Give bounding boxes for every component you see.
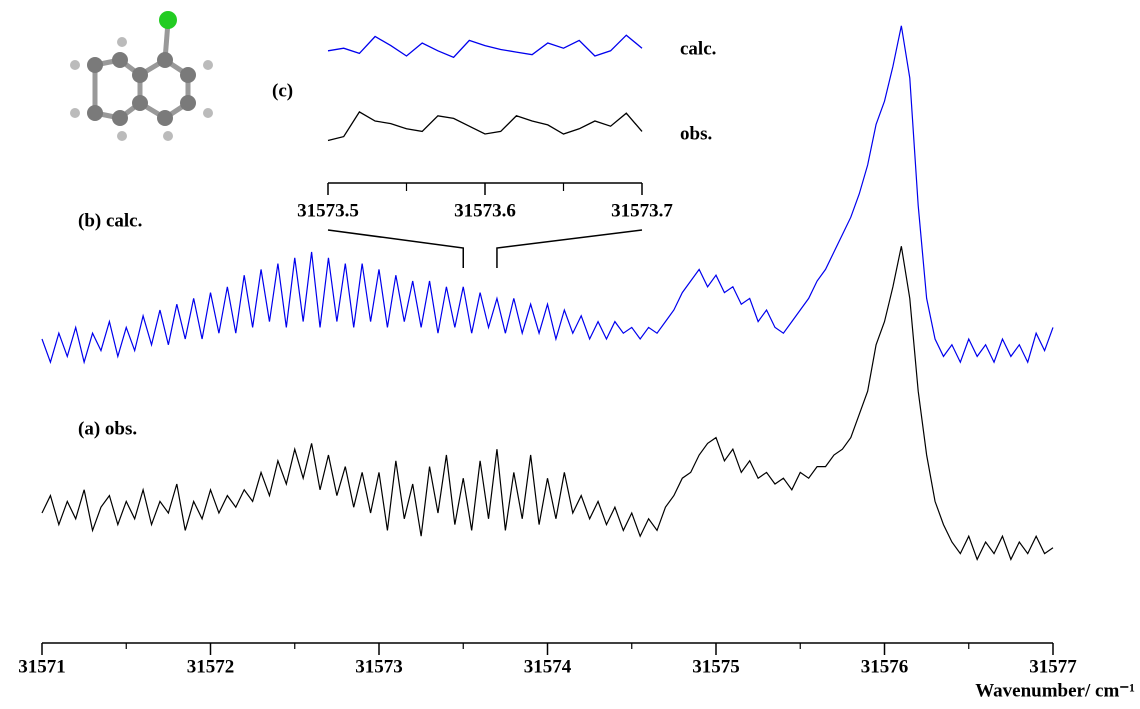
- series-label: obs.: [680, 123, 712, 144]
- x-tick-label: 31575: [692, 656, 740, 677]
- x-tick-label: 31573.7: [611, 200, 673, 221]
- series-label: (a) obs.: [78, 418, 137, 439]
- zoom-connector: [497, 230, 642, 268]
- chart: 31571 31572 31573 31574 31575 31576 31577 (a) o…: [0, 0, 1140, 704]
- x-tick-label: 31572: [187, 656, 235, 677]
- series-label: (b) calc.: [78, 210, 142, 231]
- x-tick-label: 31573.6: [454, 200, 516, 221]
- zoom-connector: [328, 230, 463, 268]
- molecule-icon: [70, 11, 213, 141]
- spectrum-line: [328, 112, 642, 141]
- x-tick-label: 31574: [524, 656, 572, 677]
- x-axis-title: Wavenumber/ cm⁻¹: [975, 680, 1135, 701]
- x-tick-label: 31573: [355, 656, 403, 677]
- spectrum-line: [328, 35, 642, 57]
- x-tick-label: 31571: [18, 656, 66, 677]
- spectrum-line: [42, 246, 1053, 559]
- x-tick-label: 31573.5: [297, 200, 359, 221]
- panel-label: (c): [272, 80, 293, 101]
- x-tick-label: 31576: [861, 656, 909, 677]
- series-label: calc.: [680, 38, 716, 59]
- x-tick-label: 31577: [1029, 656, 1077, 677]
